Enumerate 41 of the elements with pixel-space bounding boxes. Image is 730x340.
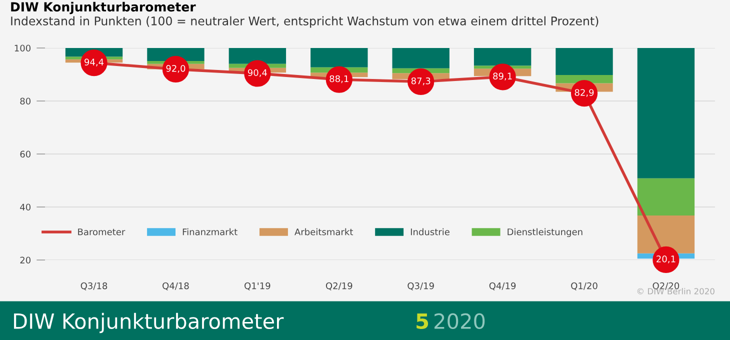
legend-label: Barometer (78, 228, 126, 236)
data-label: 82,9 (574, 89, 594, 97)
legend-label: Arbeitsmarkt (294, 228, 353, 236)
x-tick-label: Q1/20 (571, 282, 598, 290)
y-tick-label: 60 (20, 150, 31, 158)
text: DIW Konjunkturbarometer (14, 312, 284, 334)
legend-label: Industrie (410, 228, 450, 236)
data-label: 92,0 (166, 64, 186, 73)
text: 2020 (434, 313, 485, 330)
data-label: 89,1 (493, 72, 512, 80)
y-tick-label: 20 (20, 256, 31, 264)
bar (310, 48, 368, 68)
x-tick-label: Q3/18 (80, 282, 108, 290)
bar (147, 48, 204, 61)
bar (637, 48, 695, 178)
legend-label: Dienstleistungen (508, 228, 582, 238)
legend-label: Finanzmarkt (182, 228, 238, 236)
data-label: 20,1 (656, 256, 676, 264)
bar (228, 48, 286, 64)
x-tick-label: Q3/19 (408, 282, 434, 290)
data-label: 87,3 (411, 77, 430, 86)
text: 5 (416, 314, 428, 330)
x-tick-label: Q4/19 (489, 282, 516, 290)
y-tick-label: 80 (20, 98, 31, 105)
bar (637, 178, 695, 216)
chart-subtitle: Indexstand in Punkten (100 = neutraler Wert, entspricht Wachstum von etwa einem drittel Prozent) (11, 16, 598, 28)
x-tick-label: Q4/18 (162, 282, 189, 290)
data-label: 94,4 (84, 58, 104, 66)
bar (556, 75, 613, 84)
bar (392, 48, 450, 68)
x-tick-label: Q2/19 (326, 282, 352, 290)
bar (556, 48, 613, 76)
y-tick-label: 40 (20, 204, 31, 211)
data-label: 90,4 (248, 69, 267, 77)
x-tick-label: Q2/20 (652, 282, 680, 290)
bar (474, 48, 532, 66)
x-tick-label: Q1'19 (244, 282, 270, 290)
bar (637, 215, 695, 254)
data-label: 88,1 (330, 75, 348, 84)
chart-title: DIW Konjunkturbarometer (11, 2, 196, 14)
y-tick-label: 100 (14, 44, 31, 52)
